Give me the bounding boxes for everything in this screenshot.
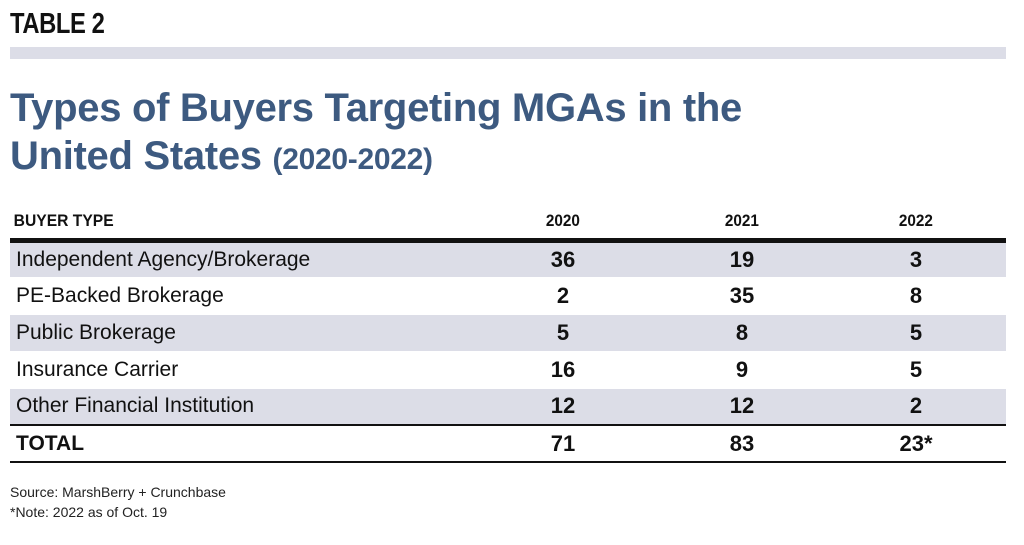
value-2022: 5: [826, 314, 1006, 352]
value-2020: 36: [468, 240, 658, 278]
table-label: TABLE 2: [10, 8, 105, 40]
header-buyer-type: BUYER TYPE: [10, 208, 432, 243]
buyer-type-cell: PE-Backed Brokerage: [10, 277, 468, 315]
date-note: *Note: 2022 as of Oct. 19: [10, 504, 168, 520]
total-2022: 23*: [826, 424, 1006, 463]
value-2020: 2: [468, 277, 658, 315]
value-2020: 5: [468, 314, 658, 352]
total-label: TOTAL: [10, 424, 468, 463]
header-2022: 2022: [826, 208, 1006, 243]
value-2022: 5: [826, 351, 1006, 389]
header-rule: [10, 47, 1006, 59]
buyer-type-cell: Other Financial Institution: [10, 388, 468, 426]
value-2021: 35: [658, 277, 826, 315]
header-2022-label: 2022: [898, 210, 934, 230]
table-row: PE-Backed Brokerage 2 35 8: [10, 277, 1006, 315]
value-2020: 12: [468, 388, 658, 426]
header-2021: 2021: [658, 208, 826, 243]
title-years: (2020-2022): [272, 143, 433, 176]
total-2020: 71: [468, 424, 658, 463]
value-2021: 8: [658, 314, 826, 352]
title-line-2: United States: [10, 134, 262, 178]
footnotes: Source: MarshBerry + Crunchbase *Note: 2…: [10, 482, 226, 522]
table-row: Public Brokerage 5 8 5: [10, 314, 1006, 352]
value-2020: 16: [468, 351, 658, 389]
buyer-type-cell: Independent Agency/Brokerage: [10, 240, 468, 278]
table-row: Independent Agency/Brokerage 36 19 3: [10, 240, 1006, 278]
value-2022: 2: [826, 388, 1006, 426]
total-2021: 83: [658, 424, 826, 463]
value-2021: 19: [658, 240, 826, 278]
header-row: BUYER TYPE 2020 2021 2022: [10, 208, 1006, 243]
table-row: Other Financial Institution 12 12 2: [10, 388, 1006, 426]
value-2022: 8: [826, 277, 1006, 315]
value-2021: 12: [658, 388, 826, 426]
value-2022: 3: [826, 240, 1006, 278]
buyer-type-cell: Public Brokerage: [10, 314, 468, 352]
header-2020-label: 2020: [545, 210, 581, 230]
title-line-1: Types of Buyers Targeting MGAs in the: [10, 86, 742, 130]
source-note: Source: MarshBerry + Crunchbase: [10, 484, 226, 500]
header-2021-label: 2021: [724, 210, 760, 230]
buyers-table: BUYER TYPE 2020 2021 2022 Independent Ag…: [10, 208, 1006, 463]
total-row: TOTAL 71 83 23*: [10, 424, 1006, 463]
buyer-type-cell: Insurance Carrier: [10, 351, 468, 389]
table-row: Insurance Carrier 16 9 5: [10, 351, 1006, 389]
value-2021: 9: [658, 351, 826, 389]
table-title: Types of Buyers Targeting MGAs in the Un…: [10, 84, 1000, 184]
header-2020: 2020: [468, 208, 658, 243]
